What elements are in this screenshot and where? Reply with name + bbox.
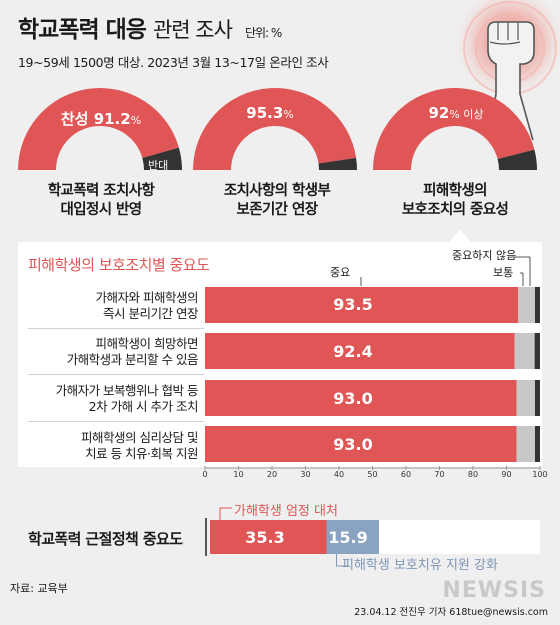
gauge-2-number: 95.3 xyxy=(246,104,284,122)
row-separator xyxy=(28,421,204,422)
gauge-2-value: 95.3% xyxy=(210,104,330,122)
gauge-1-label-line2: 대입정시 반영 xyxy=(60,202,142,218)
source-note: 자료: 교육부 xyxy=(10,582,68,595)
gauge-2-label-line2: 보존기간 연장 xyxy=(236,202,318,218)
policy-importance-label: 학교폭력 근절정책 중요도 xyxy=(28,530,183,548)
bar-4-value: 93.0 xyxy=(333,435,373,454)
bar-3-segment-2 xyxy=(516,380,535,416)
bar-2-segment-2 xyxy=(514,333,535,369)
legend-not-important: 중요하지 않음 xyxy=(452,249,517,262)
chart-title: 학교폭력 대응 관련 조사 단위: % xyxy=(18,10,282,44)
stacked-bar-chart xyxy=(204,287,541,470)
gauge-2-suffix: % xyxy=(283,108,294,121)
gauge-charts xyxy=(18,87,537,170)
policy-bar-2 xyxy=(326,520,379,554)
policy-bar-chart xyxy=(205,507,540,567)
gauge-2-remainder-arc xyxy=(318,157,357,170)
bar-3-value: 93.0 xyxy=(333,389,373,408)
policy-bar-2-value: 15.9 xyxy=(328,528,368,547)
title-sub: 관련 조사 xyxy=(152,18,233,42)
row-3-label-line2: 2차 가해 시 추가 조치 xyxy=(88,399,199,414)
policy-bar-1 xyxy=(210,520,327,554)
panel-pointer xyxy=(448,230,472,243)
bar-1-segment-3 xyxy=(534,287,540,323)
gauge-2-label-line1: 조치사항의 학생부 xyxy=(223,183,331,199)
policy-leader-1 xyxy=(219,507,232,520)
gauge-1-number: 91.2 xyxy=(93,110,131,128)
row-separator xyxy=(28,374,204,375)
bar-1-segment-2 xyxy=(518,287,535,323)
policy-series-1-name: 가해학생 엄정 대처 xyxy=(234,504,338,519)
x-tick-label: 40 xyxy=(333,470,345,479)
legend-important: 중요 xyxy=(330,266,351,279)
bar-3-segment-3 xyxy=(534,380,540,416)
row-4-label-line2: 치료 등 치유·회복 지원 xyxy=(85,446,198,461)
bar-1-segment-1 xyxy=(205,287,519,323)
panel-title: 피해학생의 보호조치별 중요도 xyxy=(28,256,210,274)
x-tick-label: 100 xyxy=(532,470,548,479)
x-tick-label: 80 xyxy=(467,470,479,479)
credit-line: 23.04.12 전진우 기자 618tue@newsis.com xyxy=(354,607,548,618)
row-2-label-line2: 가해학생과 분리할 수 있음 xyxy=(66,352,199,367)
x-tick-label: 90 xyxy=(501,470,512,479)
bar-2-segment-1 xyxy=(205,333,515,369)
row-2-label-line1: 피해학생이 희망하면 xyxy=(95,336,199,351)
gauge-1-remainder-label: 반대 xyxy=(148,159,169,172)
gauge-1-main-arc xyxy=(18,88,179,170)
x-tick-label: 70 xyxy=(434,470,445,479)
gauge-3-label-line1: 피해학생의 xyxy=(423,183,487,199)
gauge-3-main-arc xyxy=(373,87,535,170)
bar-3-segment-1 xyxy=(205,380,517,416)
row-2-label: 피해학생이 희망하면 가해학생과 분리할 수 있음 xyxy=(24,336,199,368)
row-4-label-line1: 피해학생의 심리상담 및 xyxy=(81,430,198,445)
title-main: 학교폭력 대응 xyxy=(18,17,147,43)
gauge-1-label: 학교폭력 조치사항 대입정시 반영 xyxy=(11,182,191,220)
gauge-3-remainder-arc xyxy=(497,149,537,170)
bar-2-segment-3 xyxy=(534,333,540,369)
row-3-label: 가해자가 보복행위나 협박 등 2차 가해 시 추가 조치 xyxy=(24,383,199,415)
row-1-label-line1: 가해자와 피해학생의 xyxy=(95,290,199,305)
gauge-3-label-line2: 보호조치의 중요성 xyxy=(401,202,509,218)
bar-4-segment-3 xyxy=(534,426,540,462)
policy-series-2-name: 피해학생 보호치유 지원 강화 xyxy=(342,558,498,573)
newsis-watermark-logo: NEWSIS xyxy=(442,578,546,603)
gauge-3-number: 92 xyxy=(428,104,450,122)
x-tick-label: 30 xyxy=(300,470,311,479)
policy-bar-1-value: 35.3 xyxy=(245,528,285,547)
x-tick-label: 20 xyxy=(266,470,278,479)
gauge-1-remainder-arc xyxy=(142,147,182,170)
gauge-3-value: 92% 이상 xyxy=(396,104,516,122)
row-1-label-line2: 즉시 분리기간 연장 xyxy=(103,306,198,321)
gauge-1-suffix: % xyxy=(130,114,142,127)
gauge-3-label: 피해학생의 보호조치의 중요성 xyxy=(365,182,545,220)
gauge-2-main-arc xyxy=(193,88,357,170)
legend-leader-lines xyxy=(360,256,531,286)
bar-4-segment-1 xyxy=(205,426,517,462)
gauge-2-label: 조치사항의 학생부 보존기간 연장 xyxy=(187,182,367,220)
row-4-label: 피해학생의 심리상담 및 치료 등 치유·회복 지원 xyxy=(24,430,198,462)
row-separator xyxy=(28,328,204,329)
x-tick-label: 0 xyxy=(202,470,208,479)
policy-leader-2 xyxy=(335,554,349,567)
x-tick-label: 50 xyxy=(367,470,378,479)
gauge-1-value: 찬성 91.2% xyxy=(41,108,161,129)
x-tick-label: 10 xyxy=(233,470,244,479)
unit-label: 단위: % xyxy=(244,26,282,40)
row-1-label: 가해자와 피해학생의 즉시 분리기간 연장 xyxy=(24,290,199,322)
row-3-label-line1: 가해자가 보복행위나 협박 등 xyxy=(55,383,199,398)
x-tick-label: 60 xyxy=(400,470,412,479)
gauge-1-prefix: 찬성 xyxy=(60,110,89,128)
gauge-1-label-line1: 학교폭력 조치사항 xyxy=(47,183,155,199)
gauge-3-suffix: % 이상 xyxy=(449,108,484,121)
bar-2-value: 92.4 xyxy=(333,342,373,361)
survey-info: 19~59세 1500명 대상. 2023년 3월 13~17일 온라인 조사 xyxy=(18,55,329,70)
bar-1-value: 93.5 xyxy=(333,295,373,314)
bar-4-segment-2 xyxy=(516,426,535,462)
legend-normal: 보통 xyxy=(493,266,514,279)
